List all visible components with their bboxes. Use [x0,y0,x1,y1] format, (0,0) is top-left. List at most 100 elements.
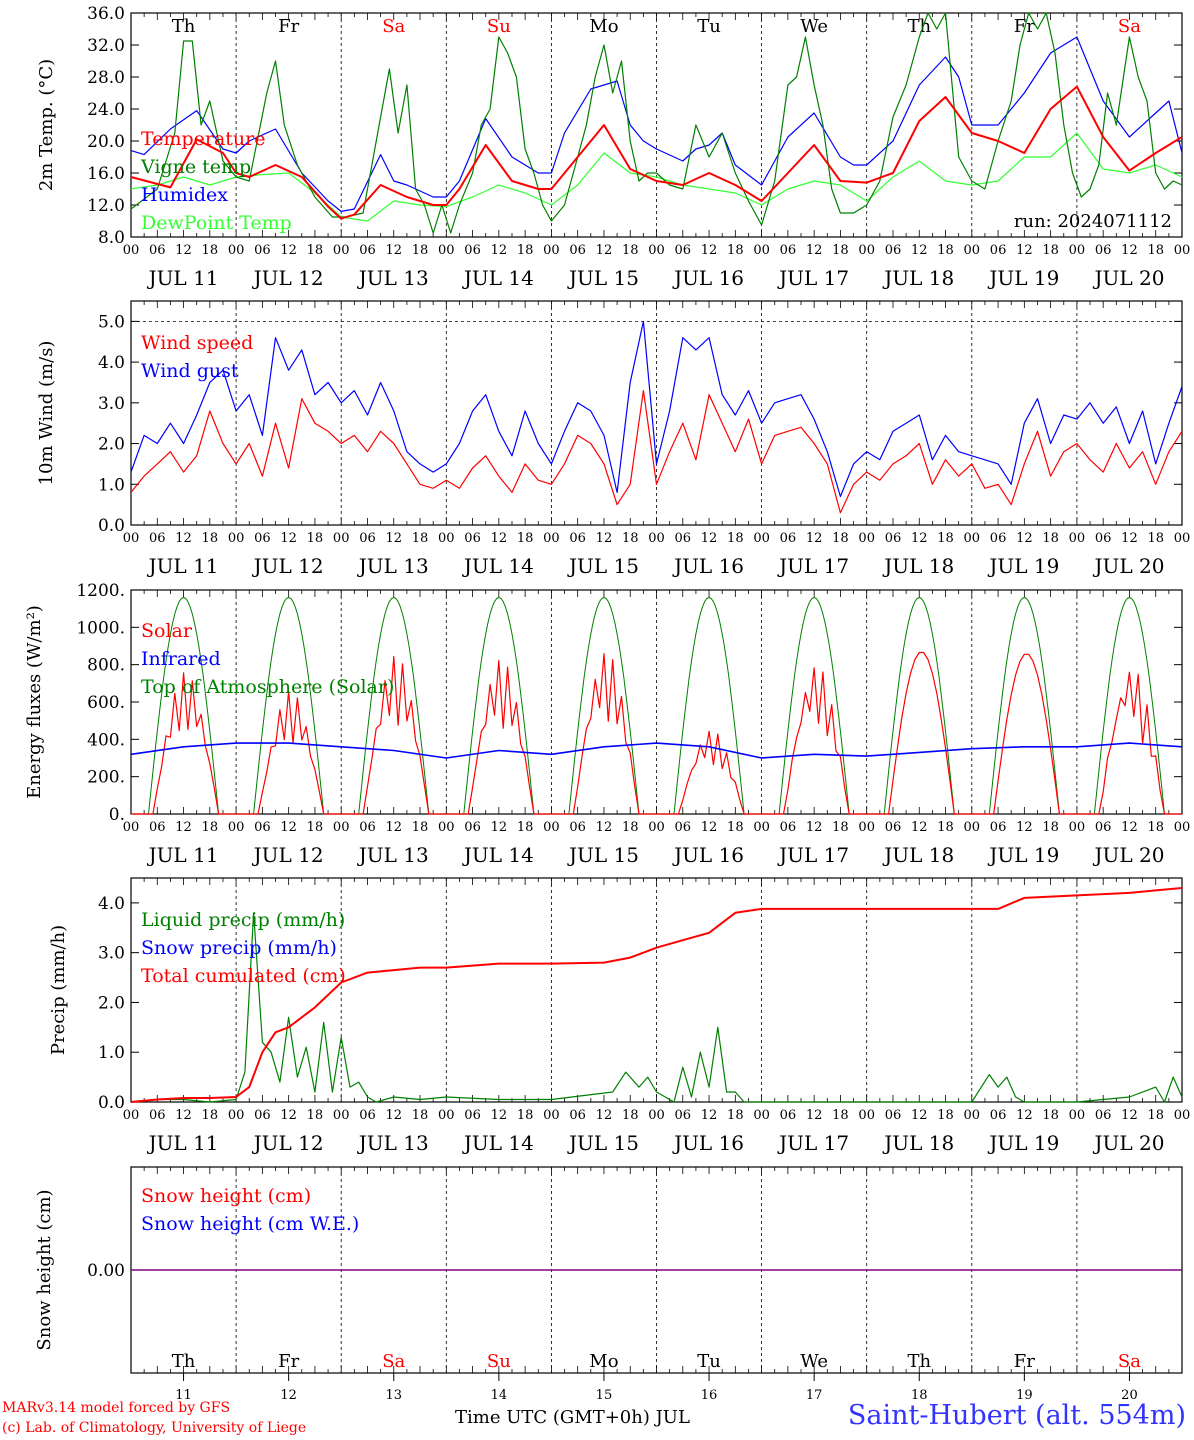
series-line-infrared [130,742,1183,759]
hour-tick-label: 12 [1016,1108,1033,1123]
y-tick-label: 2.0 [98,435,125,455]
hour-tick-label: 12 [280,1108,297,1123]
y-tick-label: 4.0 [98,894,125,914]
hour-tick-label: 06 [990,1108,1007,1123]
hour-tick-label: 18 [937,1108,954,1123]
panel-frame [130,300,1183,526]
hour-tick-label: 00 [753,243,770,258]
hour-tick-label: 18 [1147,243,1164,258]
y-tick-label: 600. [87,693,125,713]
hour-tick-label: 06 [254,531,271,546]
hour-tick-label: 12 [175,1108,192,1123]
hour-tick-label: 06 [780,1108,797,1123]
date-label: JUL 12 [252,554,324,578]
y-tick-label: 4.0 [98,353,125,373]
hour-tick-label: 18 [202,820,219,835]
day-of-week-label: Fr [278,1351,299,1372]
hour-tick-label: 00 [228,1108,245,1123]
day-of-week-label: We [800,16,828,37]
legend-temperature: Temperature [141,128,265,150]
date-label: JUL 20 [1092,266,1164,290]
hour-tick-label: 18 [202,243,219,258]
hour-tick-label: 18 [1042,820,1059,835]
y-tick-label: 3.0 [98,394,125,414]
hour-tick-label: 12 [280,820,297,835]
hour-tick-label: 12 [701,243,718,258]
hour-tick-label: 06 [464,243,481,258]
hour-tick-label: 00 [858,1108,875,1123]
hour-tick-label: 18 [412,531,429,546]
y-axis-label: Energy fluxes (W/m²) [24,605,45,799]
hour-tick-label: 06 [885,531,902,546]
y-axis-label: 10m Wind (m/s) [36,341,57,486]
hour-tick-label: 00 [543,531,560,546]
day-of-week-label: Tu [697,1351,721,1372]
hour-tick-label: 12 [911,820,928,835]
hour-tick-label: 00 [648,531,665,546]
hour-tick-label: 18 [1042,1108,1059,1123]
hour-tick-label: 12 [596,1108,613,1123]
hour-tick-label: 18 [937,243,954,258]
series-line-humidex [130,36,1183,212]
hour-tick-label: 18 [727,531,744,546]
hour-tick-label: 12 [280,243,297,258]
hour-tick-label: 18 [1042,243,1059,258]
hour-tick-label: 18 [622,1108,639,1123]
hour-tick-label: 00 [1069,820,1086,835]
day-number-label: 17 [806,1388,823,1400]
y-tick-label: 200. [87,768,125,788]
hour-tick-label: 18 [307,1108,324,1123]
date-label: JUL 18 [882,266,954,290]
hour-tick-label: 12 [806,1108,823,1123]
hour-tick-label: 06 [780,531,797,546]
hour-tick-label: 00 [438,243,455,258]
hour-tick-label: 06 [149,531,166,546]
day-of-week-label: Th [172,1351,196,1372]
y-tick-label: 3.0 [98,944,125,964]
hour-tick-label: 06 [569,243,586,258]
hour-tick-label: 18 [517,531,534,546]
hour-tick-label: 00 [964,531,981,546]
hour-tick-label: 06 [359,820,376,835]
hour-tick-label: 00 [228,531,245,546]
hour-tick-label: 00 [648,243,665,258]
date-label: JUL 12 [252,1131,324,1155]
date-label: JUL 11 [147,266,219,290]
y-tick-label: 1200. [76,581,125,601]
meteogram: 8.0 12.0 16.0 20.0 24.0 28.0 32.0 36.0 2m Temp. … [24,4,1191,1400]
date-label: JUL 16 [672,843,744,867]
legend-top-of-atmosphere-solar-: Top of Atmosphere (Solar) [141,676,394,698]
hour-tick-label: 06 [149,243,166,258]
hour-tick-label: 00 [228,243,245,258]
hour-tick-label: 06 [149,820,166,835]
hour-tick-label: 00 [543,1108,560,1123]
date-label: JUL 14 [462,266,534,290]
hour-tick-label: 12 [1016,820,1033,835]
hour-tick-label: 00 [438,820,455,835]
date-label: JUL 16 [672,554,744,578]
hour-tick-label: 06 [675,820,692,835]
y-tick-label: 12.0 [87,196,125,216]
hour-tick-label: 12 [385,531,402,546]
day-of-week-label: Sa [382,1351,405,1372]
legend-snow-height-cm-: Snow height (cm) [141,1185,311,1207]
y-tick-label: 20.0 [87,132,125,152]
hour-tick-label: 06 [254,820,271,835]
hour-tick-label: 18 [1147,820,1164,835]
hour-tick-label: 12 [175,243,192,258]
hour-tick-label: 18 [832,820,849,835]
date-label: JUL 15 [567,554,639,578]
y-tick-label: 1.0 [98,1043,125,1063]
y-tick-label: 0.0 [98,1093,125,1113]
hour-tick-label: 18 [1042,531,1059,546]
day-of-week-label: Su [487,16,511,37]
day-of-week-label: Mo [589,16,618,37]
hour-tick-label: 06 [885,243,902,258]
date-label: JUL 13 [357,266,429,290]
hour-tick-label: 00 [1174,1108,1191,1123]
hour-tick-label: 12 [806,243,823,258]
hour-tick-label: 18 [307,243,324,258]
hour-tick-label: 12 [701,1108,718,1123]
hour-tick-label: 00 [123,531,140,546]
y-tick-label: 1000. [76,618,125,638]
